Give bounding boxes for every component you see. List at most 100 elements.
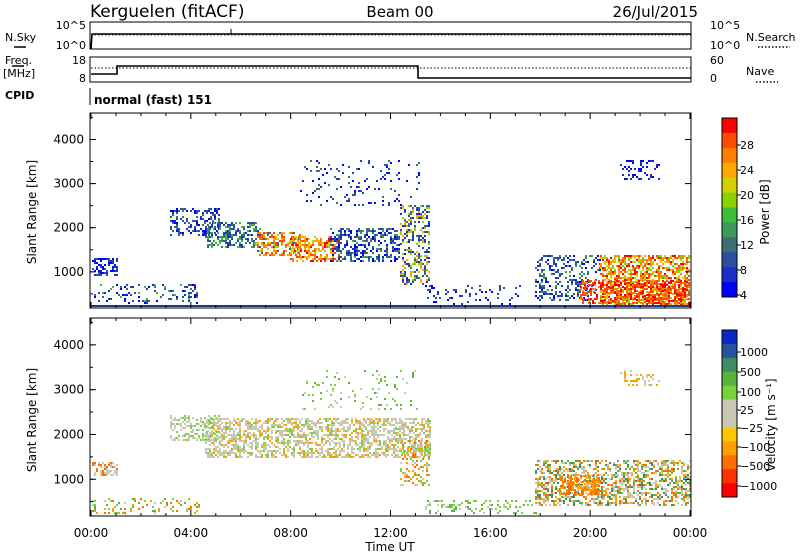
data-cell (646, 269, 648, 271)
data-cell (309, 438, 311, 440)
data-cell (672, 293, 674, 295)
data-cell (503, 287, 505, 289)
data-cell (414, 261, 416, 263)
data-cell (555, 486, 557, 488)
data-cell (314, 190, 316, 192)
data-cell (348, 236, 350, 238)
data-cell (243, 444, 245, 446)
data-cell (421, 448, 423, 450)
data-cell (499, 287, 501, 289)
data-cell (360, 388, 362, 390)
data-cell (342, 164, 344, 166)
data-cell (277, 246, 279, 248)
data-cell (217, 426, 219, 428)
data-cell (287, 442, 289, 444)
data-cell (108, 472, 110, 474)
data-cell (674, 277, 676, 279)
data-cell (579, 464, 581, 466)
data-cell (333, 418, 335, 420)
data-cell (539, 259, 541, 261)
data-cell (251, 222, 253, 224)
data-cell (425, 285, 427, 287)
data-cell (192, 220, 194, 222)
data-cell (239, 454, 241, 456)
data-cell (243, 452, 245, 454)
data-cell (666, 277, 668, 279)
data-cell (406, 229, 408, 231)
data-cell (628, 291, 630, 293)
data-cell (355, 428, 357, 430)
data-cell (188, 300, 190, 302)
data-cell (606, 286, 608, 288)
data-cell (666, 284, 668, 286)
data-cell (180, 500, 182, 502)
data-cell (225, 418, 227, 420)
data-cell (376, 378, 378, 380)
data-cell (400, 404, 402, 406)
data-cell (172, 510, 174, 512)
data-cell (180, 425, 182, 427)
data-cell (427, 418, 429, 420)
data-cell (427, 420, 429, 422)
freq-panel: Freq. [MHz] 18 8 60 0 Nave (3, 54, 778, 85)
data-cell (334, 248, 336, 250)
data-cell (547, 464, 549, 466)
data-cell (535, 478, 537, 480)
data-cell (670, 255, 672, 257)
data-cell (551, 289, 553, 291)
data-cell (198, 506, 200, 508)
data-cell (676, 263, 678, 265)
data-cell (223, 452, 225, 454)
data-cell (132, 506, 134, 508)
data-cell (176, 226, 178, 228)
data-cell (674, 267, 676, 269)
data-cell (646, 300, 648, 302)
data-cell (686, 263, 688, 265)
data-cell (618, 255, 620, 257)
data-cell (307, 424, 309, 426)
data-cell (402, 277, 404, 279)
data-cell (404, 223, 406, 225)
data-cell (636, 265, 638, 267)
data-cell (231, 434, 233, 436)
data-cell (349, 438, 351, 440)
data-cell (146, 298, 148, 300)
data-cell (569, 470, 571, 472)
data-cell (332, 244, 334, 246)
data-cell (352, 390, 354, 392)
data-cell (393, 436, 395, 438)
data-cell (606, 301, 608, 303)
data-cell (543, 285, 545, 287)
data-cell (541, 257, 543, 259)
data-cell (265, 252, 267, 254)
data-cell (626, 288, 628, 290)
data-cell (239, 438, 241, 440)
data-cell (194, 226, 196, 228)
data-cell (388, 228, 390, 230)
data-cell (223, 426, 225, 428)
data-cell (225, 436, 227, 438)
data-cell (102, 266, 104, 268)
data-cell (126, 284, 128, 286)
data-cell (686, 289, 688, 291)
data-cell (358, 228, 360, 230)
data-cell (359, 432, 361, 434)
data-cell (543, 464, 545, 466)
data-cell (408, 231, 410, 233)
data-cell (541, 269, 543, 271)
data-cell (332, 240, 334, 242)
data-cell (227, 236, 229, 238)
data-cell (644, 279, 646, 281)
data-cell (267, 444, 269, 446)
data-cell (225, 242, 227, 244)
data-cell (347, 426, 349, 428)
data-cell (640, 299, 642, 301)
data-cell (207, 430, 209, 432)
data-cell (207, 426, 209, 428)
data-cell (339, 452, 341, 454)
data-cell (381, 424, 383, 426)
data-cell (571, 283, 573, 285)
data-cell (453, 508, 455, 510)
data-cell (92, 500, 94, 502)
data-cell (322, 258, 324, 260)
